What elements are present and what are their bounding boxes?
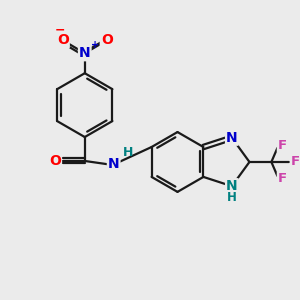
Text: H: H <box>227 190 237 204</box>
Text: F: F <box>278 172 287 185</box>
Text: −: − <box>55 23 65 36</box>
Text: N: N <box>226 179 238 193</box>
Text: O: O <box>57 33 69 47</box>
Text: F: F <box>278 139 287 152</box>
Text: O: O <box>101 33 112 47</box>
Text: O: O <box>49 154 61 168</box>
Text: N: N <box>226 131 238 145</box>
Text: N: N <box>108 157 119 171</box>
Text: H: H <box>123 146 133 159</box>
Text: N: N <box>79 46 91 60</box>
Text: +: + <box>91 40 99 50</box>
Text: F: F <box>291 155 300 169</box>
